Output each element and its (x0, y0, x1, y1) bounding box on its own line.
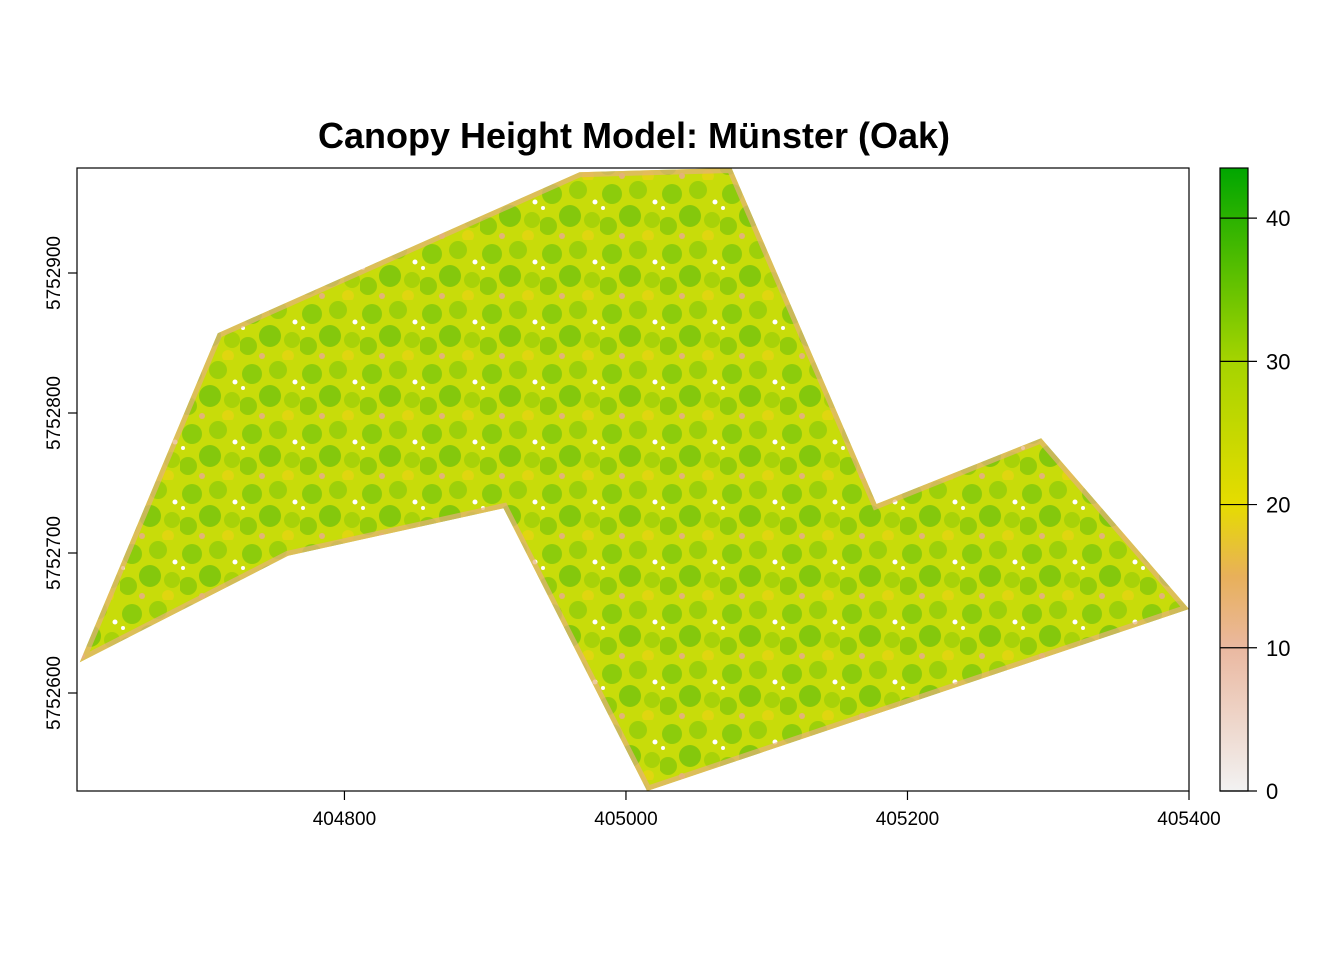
canopy-raster (79, 168, 1189, 791)
legend-tick-label: 40 (1266, 206, 1290, 231)
y-tick-label: 5752700 (44, 516, 65, 590)
x-tick-label: 405400 (1157, 809, 1220, 830)
y-tick-label: 5752800 (44, 376, 65, 450)
x-tick-label: 405000 (594, 809, 657, 830)
legend-tick-label: 30 (1266, 349, 1290, 374)
y-axis: 5752600 5752700 5752800 5752900 (44, 236, 77, 730)
chart-title: Canopy Height Model: Münster (Oak) (318, 115, 950, 156)
color-legend: 0 10 20 30 40 (1219, 167, 1290, 804)
y-tick-label: 5752900 (44, 236, 65, 310)
legend-tick-label: 20 (1266, 493, 1290, 518)
x-axis: 404800 405000 405200 405400 (313, 791, 1221, 830)
legend-color-bar (1219, 167, 1249, 792)
plot-frame (76, 167, 1190, 792)
x-tick-label: 404800 (313, 809, 376, 830)
study-area-fill (79, 168, 1189, 791)
legend-tick-label: 10 (1266, 636, 1290, 661)
y-tick-label: 5752600 (44, 656, 65, 730)
x-tick-label: 405200 (876, 809, 939, 830)
legend-tick-label: 0 (1266, 779, 1278, 804)
